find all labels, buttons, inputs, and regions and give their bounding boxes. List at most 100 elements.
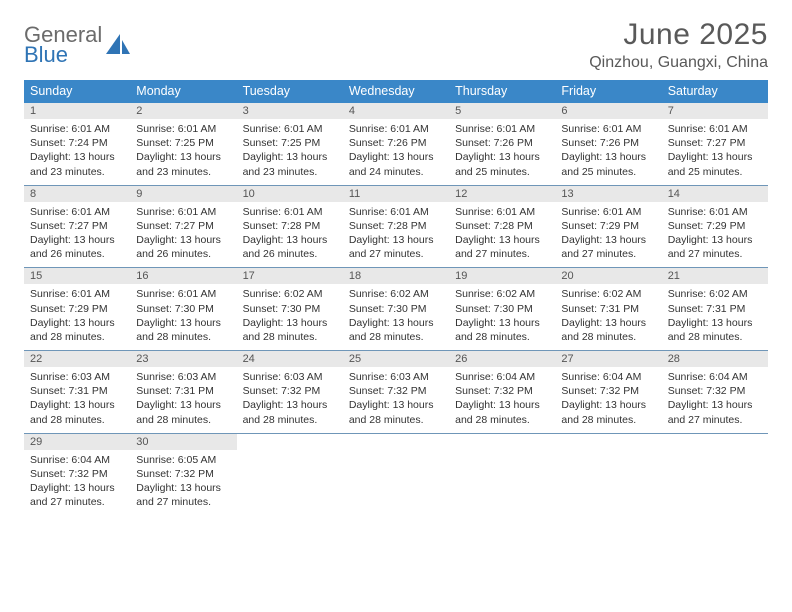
day-detail-cell: Sunrise: 6:01 AMSunset: 7:25 PMDaylight:… bbox=[130, 119, 236, 185]
sunrise-text: Sunrise: 6:04 AM bbox=[668, 370, 762, 384]
day-number-cell: 10 bbox=[237, 185, 343, 202]
daylight-text: Daylight: 13 hours and 28 minutes. bbox=[136, 316, 230, 344]
day-number-cell: 16 bbox=[130, 268, 236, 285]
day-number-cell: 20 bbox=[555, 268, 661, 285]
day-number-cell: 17 bbox=[237, 268, 343, 285]
sunset-text: Sunset: 7:32 PM bbox=[349, 384, 443, 398]
col-thursday: Thursday bbox=[449, 80, 555, 103]
day-detail-cell: Sunrise: 6:02 AMSunset: 7:30 PMDaylight:… bbox=[449, 284, 555, 350]
sail-icon bbox=[104, 32, 134, 58]
sunset-text: Sunset: 7:31 PM bbox=[668, 302, 762, 316]
day-detail-cell bbox=[237, 450, 343, 516]
day-number-cell: 25 bbox=[343, 351, 449, 368]
sunrise-text: Sunrise: 6:01 AM bbox=[243, 122, 337, 136]
day-detail-cell: Sunrise: 6:01 AMSunset: 7:30 PMDaylight:… bbox=[130, 284, 236, 350]
day-detail-cell: Sunrise: 6:02 AMSunset: 7:30 PMDaylight:… bbox=[343, 284, 449, 350]
brand-logo: General Blue bbox=[24, 18, 134, 66]
day-number-cell: 5 bbox=[449, 103, 555, 119]
daylight-text: Daylight: 13 hours and 27 minutes. bbox=[668, 233, 762, 261]
week-detail-row: Sunrise: 6:03 AMSunset: 7:31 PMDaylight:… bbox=[24, 367, 768, 433]
day-detail-cell: Sunrise: 6:04 AMSunset: 7:32 PMDaylight:… bbox=[449, 367, 555, 433]
calendar-table: Sunday Monday Tuesday Wednesday Thursday… bbox=[24, 80, 768, 515]
daylight-text: Daylight: 13 hours and 28 minutes. bbox=[30, 316, 124, 344]
sunrise-text: Sunrise: 6:01 AM bbox=[30, 205, 124, 219]
brand-text: General Blue bbox=[24, 24, 102, 66]
sunrise-text: Sunrise: 6:03 AM bbox=[136, 370, 230, 384]
sunrise-text: Sunrise: 6:01 AM bbox=[349, 205, 443, 219]
sunrise-text: Sunrise: 6:01 AM bbox=[349, 122, 443, 136]
sunrise-text: Sunrise: 6:01 AM bbox=[243, 205, 337, 219]
day-detail-cell bbox=[662, 450, 768, 516]
title-block: June 2025 Qinzhou, Guangxi, China bbox=[589, 18, 768, 72]
daylight-text: Daylight: 13 hours and 25 minutes. bbox=[455, 150, 549, 178]
sunrise-text: Sunrise: 6:01 AM bbox=[30, 287, 124, 301]
sunset-text: Sunset: 7:28 PM bbox=[455, 219, 549, 233]
col-friday: Friday bbox=[555, 80, 661, 103]
sunrise-text: Sunrise: 6:04 AM bbox=[30, 453, 124, 467]
day-detail-cell: Sunrise: 6:01 AMSunset: 7:24 PMDaylight:… bbox=[24, 119, 130, 185]
day-detail-cell: Sunrise: 6:01 AMSunset: 7:26 PMDaylight:… bbox=[449, 119, 555, 185]
sunrise-text: Sunrise: 6:02 AM bbox=[668, 287, 762, 301]
day-detail-cell: Sunrise: 6:01 AMSunset: 7:29 PMDaylight:… bbox=[662, 202, 768, 268]
page-subtitle: Qinzhou, Guangxi, China bbox=[589, 54, 768, 72]
sunset-text: Sunset: 7:26 PM bbox=[349, 136, 443, 150]
sunset-text: Sunset: 7:30 PM bbox=[349, 302, 443, 316]
sunrise-text: Sunrise: 6:01 AM bbox=[30, 122, 124, 136]
day-detail-cell: Sunrise: 6:04 AMSunset: 7:32 PMDaylight:… bbox=[662, 367, 768, 433]
day-detail-cell: Sunrise: 6:01 AMSunset: 7:28 PMDaylight:… bbox=[237, 202, 343, 268]
sunset-text: Sunset: 7:30 PM bbox=[243, 302, 337, 316]
day-number-cell: 26 bbox=[449, 351, 555, 368]
sunset-text: Sunset: 7:30 PM bbox=[455, 302, 549, 316]
sunrise-text: Sunrise: 6:03 AM bbox=[30, 370, 124, 384]
col-wednesday: Wednesday bbox=[343, 80, 449, 103]
sunrise-text: Sunrise: 6:01 AM bbox=[668, 205, 762, 219]
daylight-text: Daylight: 13 hours and 27 minutes. bbox=[668, 398, 762, 426]
day-number-cell: 2 bbox=[130, 103, 236, 119]
day-number-cell: 30 bbox=[130, 433, 236, 450]
daylight-text: Daylight: 13 hours and 27 minutes. bbox=[561, 233, 655, 261]
sunset-text: Sunset: 7:32 PM bbox=[455, 384, 549, 398]
sunset-text: Sunset: 7:31 PM bbox=[561, 302, 655, 316]
daylight-text: Daylight: 13 hours and 28 minutes. bbox=[243, 398, 337, 426]
col-saturday: Saturday bbox=[662, 80, 768, 103]
sunset-text: Sunset: 7:26 PM bbox=[455, 136, 549, 150]
daylight-text: Daylight: 13 hours and 27 minutes. bbox=[455, 233, 549, 261]
sunset-text: Sunset: 7:32 PM bbox=[136, 467, 230, 481]
day-detail-cell: Sunrise: 6:01 AMSunset: 7:29 PMDaylight:… bbox=[555, 202, 661, 268]
sunset-text: Sunset: 7:27 PM bbox=[136, 219, 230, 233]
daylight-text: Daylight: 13 hours and 28 minutes. bbox=[561, 316, 655, 344]
day-detail-cell: Sunrise: 6:01 AMSunset: 7:27 PMDaylight:… bbox=[130, 202, 236, 268]
day-detail-cell: Sunrise: 6:01 AMSunset: 7:25 PMDaylight:… bbox=[237, 119, 343, 185]
daylight-text: Daylight: 13 hours and 26 minutes. bbox=[30, 233, 124, 261]
day-number-cell: 13 bbox=[555, 185, 661, 202]
daylight-text: Daylight: 13 hours and 25 minutes. bbox=[668, 150, 762, 178]
daylight-text: Daylight: 13 hours and 27 minutes. bbox=[136, 481, 230, 509]
daylight-text: Daylight: 13 hours and 23 minutes. bbox=[30, 150, 124, 178]
sunset-text: Sunset: 7:25 PM bbox=[243, 136, 337, 150]
daylight-text: Daylight: 13 hours and 25 minutes. bbox=[561, 150, 655, 178]
daylight-text: Daylight: 13 hours and 27 minutes. bbox=[349, 233, 443, 261]
sunrise-text: Sunrise: 6:05 AM bbox=[136, 453, 230, 467]
day-number-cell: 1 bbox=[24, 103, 130, 119]
daylight-text: Daylight: 13 hours and 28 minutes. bbox=[136, 398, 230, 426]
sunrise-text: Sunrise: 6:01 AM bbox=[561, 122, 655, 136]
day-number-cell bbox=[449, 433, 555, 450]
day-number-cell: 11 bbox=[343, 185, 449, 202]
day-detail-cell: Sunrise: 6:04 AMSunset: 7:32 PMDaylight:… bbox=[555, 367, 661, 433]
day-number-cell: 9 bbox=[130, 185, 236, 202]
week-daynum-row: 891011121314 bbox=[24, 185, 768, 202]
day-detail-cell: Sunrise: 6:01 AMSunset: 7:27 PMDaylight:… bbox=[662, 119, 768, 185]
daylight-text: Daylight: 13 hours and 28 minutes. bbox=[561, 398, 655, 426]
daylight-text: Daylight: 13 hours and 26 minutes. bbox=[136, 233, 230, 261]
sunrise-text: Sunrise: 6:01 AM bbox=[136, 205, 230, 219]
sunrise-text: Sunrise: 6:01 AM bbox=[561, 205, 655, 219]
sunrise-text: Sunrise: 6:01 AM bbox=[455, 205, 549, 219]
sunrise-text: Sunrise: 6:01 AM bbox=[668, 122, 762, 136]
week-daynum-row: 22232425262728 bbox=[24, 351, 768, 368]
day-number-cell: 4 bbox=[343, 103, 449, 119]
daylight-text: Daylight: 13 hours and 28 minutes. bbox=[243, 316, 337, 344]
day-detail-cell: Sunrise: 6:01 AMSunset: 7:29 PMDaylight:… bbox=[24, 284, 130, 350]
day-detail-cell bbox=[555, 450, 661, 516]
sunset-text: Sunset: 7:27 PM bbox=[668, 136, 762, 150]
day-number-cell: 19 bbox=[449, 268, 555, 285]
